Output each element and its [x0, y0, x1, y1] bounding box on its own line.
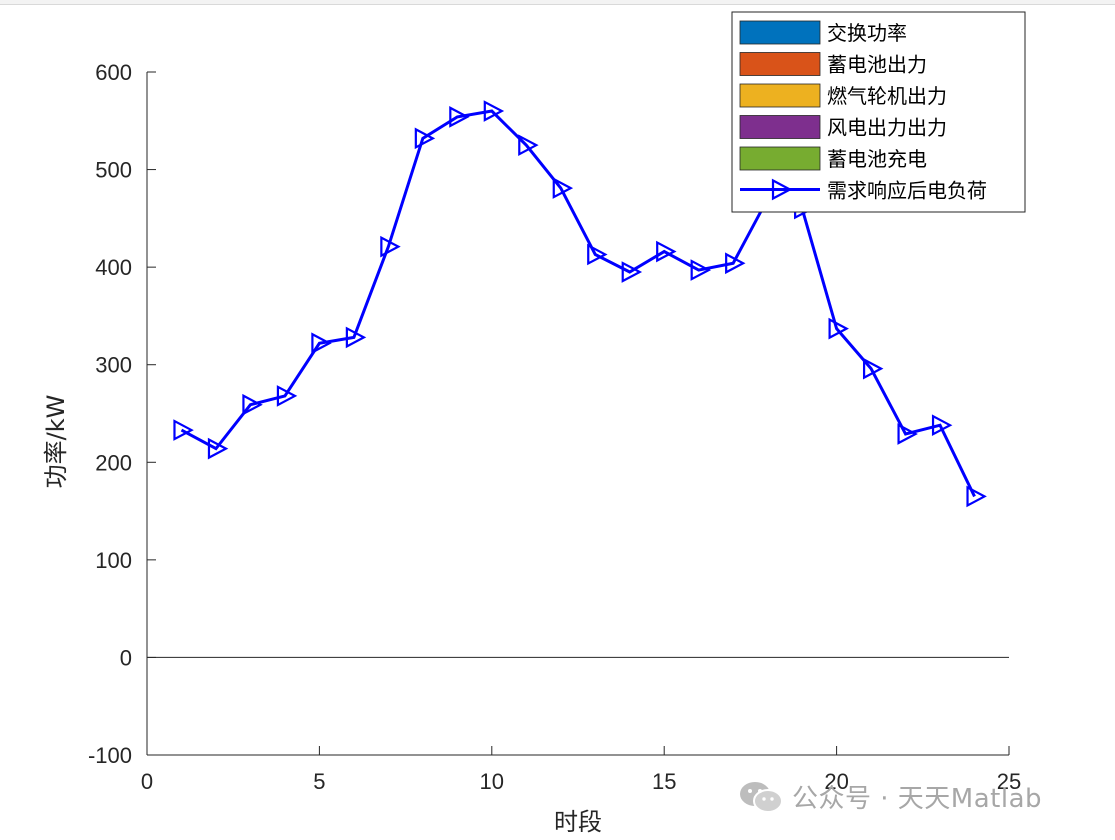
legend-line-marker — [771, 178, 793, 201]
y-tick-label: 400 — [95, 255, 132, 280]
y-tick-label: 500 — [95, 158, 132, 183]
demand-marker-t21 — [862, 357, 884, 380]
x-tick-label: 10 — [480, 769, 504, 794]
demand-line-layer — [173, 100, 987, 508]
legend-label-4: 蓄电池充电 — [827, 147, 927, 171]
demand-marker-t16 — [690, 259, 712, 281]
x-axis-label: 时段 — [554, 808, 602, 836]
demand-marker-t22 — [897, 423, 918, 445]
demand-marker-t6 — [345, 326, 367, 349]
legend-label-1: 蓄电池出力 — [827, 53, 927, 77]
x-tick-label: 15 — [652, 769, 676, 794]
legend-swatch-4 — [739, 146, 821, 171]
y-tick-label: 100 — [95, 548, 132, 573]
y-tick-label: 0 — [120, 645, 132, 670]
legend-box — [731, 11, 1026, 213]
demand-marker-t12 — [552, 177, 574, 199]
watermark: 公众号 · 天天Matlab — [738, 778, 1042, 815]
demand-marker-t5 — [311, 332, 332, 355]
y-tick-label: 300 — [95, 353, 132, 378]
demand-marker-t14 — [621, 261, 643, 283]
watermark-text: 公众号 · 天天Matlab — [792, 784, 1043, 814]
demand-marker-t7 — [380, 235, 401, 258]
y-tick-label: -100 — [88, 743, 132, 768]
demand-marker-t13 — [587, 243, 608, 266]
window-top-strip — [0, 0, 1115, 5]
demand-marker-t23 — [931, 414, 953, 437]
demand-marker-t9 — [449, 106, 470, 128]
demand-marker-t8 — [414, 127, 436, 150]
y-tick-label: 200 — [95, 450, 132, 475]
legend-swatch-1 — [739, 52, 821, 76]
legend-label-0: 交换功率 — [827, 21, 907, 45]
x-tick-label: 0 — [141, 769, 153, 794]
demand-marker-t15 — [656, 240, 677, 263]
y-tick-label: 600 — [95, 60, 132, 85]
legend-label-3: 风电出力出力 — [827, 116, 947, 140]
legend-swatch-2 — [739, 83, 821, 108]
legend-swatch-0 — [739, 20, 821, 45]
demand-marker-t4 — [276, 385, 298, 407]
legend-swatch-3 — [739, 115, 821, 139]
demand-marker-t20 — [828, 317, 849, 340]
legend-label-line: 需求响应后电负荷 — [827, 179, 987, 203]
demand-marker-t10 — [483, 100, 505, 122]
x-tick-label: 20 — [824, 769, 848, 794]
demand-marker-t3 — [242, 393, 263, 416]
y-axis-label: 功率/kW — [42, 395, 70, 489]
demand-marker-t11 — [518, 134, 539, 157]
demand-marker-t17 — [725, 252, 746, 275]
demand-marker-t2 — [207, 437, 229, 460]
x-tick-label: 5 — [313, 769, 325, 794]
legend-label-2: 燃气轮机出力 — [827, 84, 947, 108]
demand-marker-t1 — [173, 419, 194, 441]
wechat-icon — [740, 781, 783, 813]
demand-marker-t24 — [966, 485, 987, 508]
x-tick-label: 25 — [997, 769, 1021, 794]
